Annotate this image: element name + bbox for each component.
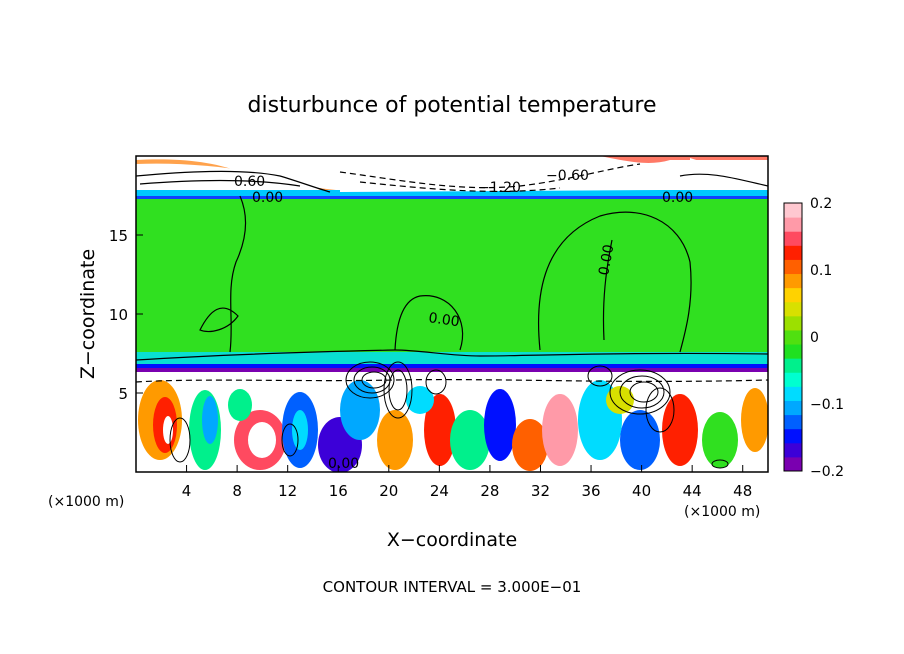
chart-title: disturbunce of potential temperature (248, 93, 657, 118)
colorbar-step (784, 287, 802, 303)
x-unit-right: (×1000 m) (684, 504, 760, 520)
x-axis: 4 8 12 16 20 24 28 32 36 40 44 48 (182, 465, 752, 500)
x-unit-left: (×1000 m) (48, 494, 124, 510)
x-axis-label: X−coordinate (387, 529, 517, 551)
x-tick-label: 28 (480, 482, 499, 500)
contour-dome-inner (602, 239, 613, 341)
colorbar: 0.2 0.1 0 −0.1 −0.2 (783, 196, 844, 480)
colorbar-step (784, 358, 802, 373)
contour-mid (394, 295, 464, 351)
contour-label: −1.20 (478, 180, 521, 196)
x-tick-label: 24 (430, 482, 449, 500)
contour-lines (136, 163, 768, 383)
colorbar-step (784, 231, 802, 246)
colorbar-step (784, 456, 802, 472)
contour-top-right (679, 173, 768, 187)
contour-neg-2 (359, 181, 561, 192)
contour-label: 0.00 (328, 456, 359, 472)
x-tick-label: 20 (379, 482, 398, 500)
colorbar-step (784, 301, 802, 317)
contour-label: 0.00 (252, 190, 283, 206)
contour-label: 0.60 (234, 174, 265, 190)
colorbar-step (784, 217, 802, 232)
colorbar-tick-label: 0.1 (810, 263, 832, 279)
contour-label: −0.60 (546, 168, 589, 184)
x-tick-label: 4 (182, 482, 192, 500)
colorbar-tick-label: −0.1 (810, 397, 844, 413)
colorbar-step (784, 414, 802, 430)
contour-left (229, 195, 247, 353)
y-tick-label: 5 (118, 385, 128, 403)
contour-0-line (136, 349, 768, 361)
y-tick-label: 15 (109, 227, 128, 245)
colorbar-frame (783, 202, 803, 472)
y-tick-label: 10 (109, 306, 128, 324)
y-axis: 5 10 15 (109, 227, 143, 403)
colorbar-step (784, 245, 802, 260)
contour-island (199, 307, 239, 333)
contour-label: 0.00 (427, 310, 460, 330)
y-axis-label: Z−coordinate (77, 249, 99, 379)
colorbar-step (784, 203, 802, 218)
colorbar-step (784, 428, 802, 444)
x-tick-label: 12 (278, 482, 297, 500)
x-tick-label: 32 (531, 482, 550, 500)
colorbar-step (784, 372, 802, 387)
contour-dome-outer (538, 211, 692, 353)
contour-label: 0.00 (596, 243, 617, 276)
colorbar-step (784, 344, 802, 359)
convective-cells (169, 361, 729, 469)
colorbar-step (784, 273, 802, 289)
colorbar-step (784, 315, 802, 331)
x-tick-label: 16 (329, 482, 348, 500)
x-tick-label: 48 (733, 482, 752, 500)
colorbar-step (784, 386, 802, 401)
contour-top-left (136, 170, 331, 193)
contour-interval-note: CONTOUR INTERVAL = 3.000E−01 (323, 578, 582, 596)
turbulence-blobs (138, 380, 768, 472)
colorbar-step (784, 400, 802, 416)
contour-labels: 0.60 0.00 −1.20 −0.60 0.00 0.00 0.00 0.0… (234, 168, 693, 472)
x-tick-label: 44 (683, 482, 702, 500)
colorbar-tick-label: 0.2 (810, 196, 832, 212)
colorbar-tick-label: 0 (810, 330, 819, 346)
x-tick-label: 40 (632, 482, 651, 500)
colorbar-step (784, 329, 802, 345)
plot-area: 0.60 0.00 −1.20 −0.60 0.00 0.00 0.00 0.0… (136, 156, 768, 472)
contour-top-left-2 (139, 179, 301, 187)
colorbar-tick-label: −0.2 (810, 464, 844, 480)
x-tick-label: 36 (581, 482, 600, 500)
colorbar-step (784, 442, 802, 458)
colorbar-step (784, 259, 802, 275)
x-tick-label: 8 (232, 482, 242, 500)
contour-label: 0.00 (662, 190, 693, 206)
contour-neg-1 (339, 163, 641, 189)
